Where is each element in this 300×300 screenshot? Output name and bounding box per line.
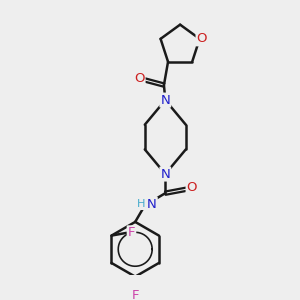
Text: F: F xyxy=(128,226,135,239)
Text: N: N xyxy=(160,94,170,106)
Text: H: H xyxy=(137,199,146,209)
Text: O: O xyxy=(196,32,207,45)
Text: F: F xyxy=(131,289,139,300)
Text: N: N xyxy=(160,167,170,181)
Text: O: O xyxy=(134,72,145,85)
Text: O: O xyxy=(187,181,197,194)
Text: N: N xyxy=(147,198,157,211)
